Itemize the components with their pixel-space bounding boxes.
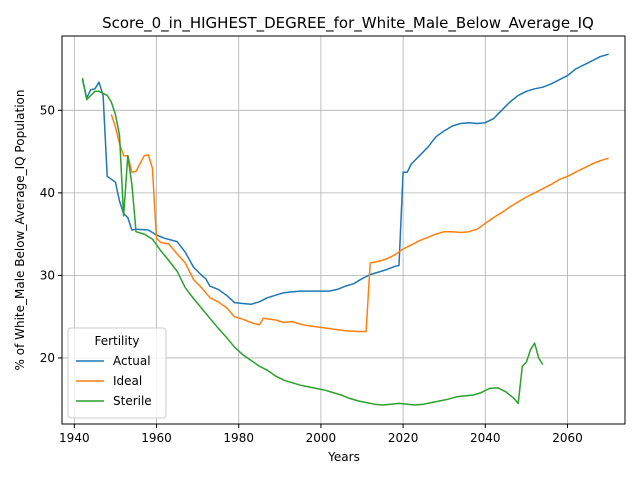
y-tick-label: 30 xyxy=(40,268,55,282)
series-line-ideal xyxy=(110,114,609,333)
grid-lines xyxy=(62,36,625,424)
legend-box xyxy=(67,327,167,419)
y-axis-label: % of White_Male Below_Average_IQ Populat… xyxy=(13,90,27,371)
x-tick-label: 2040 xyxy=(470,431,501,445)
x-tick-label: 2000 xyxy=(306,431,337,445)
x-tick-label: 1980 xyxy=(223,431,254,445)
y-tick-label: 20 xyxy=(40,351,55,365)
x-tick-label: 2060 xyxy=(552,431,583,445)
legend-label-actual: Actual xyxy=(113,354,151,368)
legend-label-ideal: Ideal xyxy=(113,374,142,388)
x-tick-label: 2020 xyxy=(388,431,419,445)
legend-title: Fertility xyxy=(94,334,139,348)
series-line-sterile xyxy=(81,77,544,406)
x-tick-label: 1960 xyxy=(141,431,172,445)
axis-ticks: 1940 1960 1980 2000 2020 2040 2060 20 30 40 50 xyxy=(40,103,583,445)
x-tick-label: 1940 xyxy=(59,431,90,445)
plot-frame xyxy=(61,35,626,425)
x-axis-label: Years xyxy=(327,450,360,464)
series-line-actual xyxy=(81,53,609,306)
y-tick-label: 50 xyxy=(40,103,55,117)
series-lines xyxy=(81,53,609,406)
legend-label-sterile: Sterile xyxy=(113,394,152,408)
legend: Fertility Actual Ideal Sterile xyxy=(67,327,167,419)
y-tick-label: 40 xyxy=(40,186,55,200)
legend-items: Actual Ideal Sterile xyxy=(76,354,152,408)
chart-title: Score_0_in_HIGHEST_DEGREE_for_White_Male… xyxy=(102,14,594,33)
